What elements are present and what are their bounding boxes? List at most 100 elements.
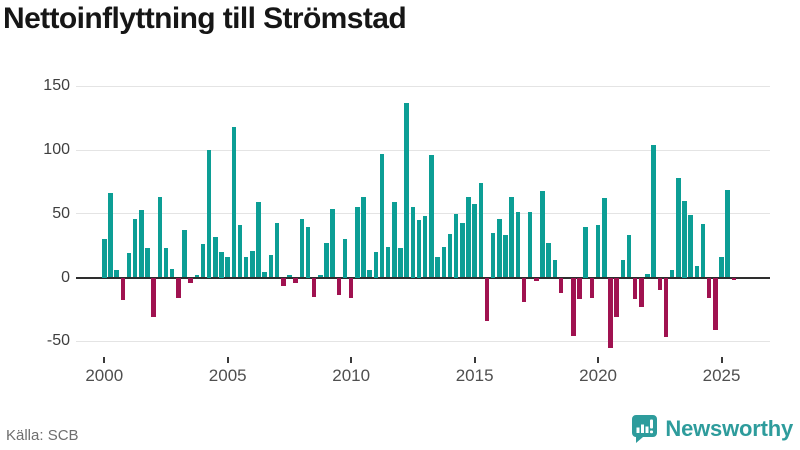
bar-2001-q3 xyxy=(139,209,144,278)
bar-2012-q2 xyxy=(404,102,409,278)
bar-2010-q3 xyxy=(361,197,366,278)
bar-2003-q2 xyxy=(182,230,187,278)
bar-2006-q3 xyxy=(262,272,267,278)
bar-2014-q4 xyxy=(466,197,471,278)
x-axis-tick-2020 xyxy=(597,357,600,363)
bar-2001-q1 xyxy=(126,253,132,278)
bar-2013-q4 xyxy=(441,246,446,278)
bar-2019-q3 xyxy=(583,226,588,278)
bar-2000-q3 xyxy=(114,269,119,278)
bar-2005-q1 xyxy=(225,257,230,278)
bar-2014-q3 xyxy=(460,222,465,278)
bar-2017-q1 xyxy=(521,277,527,302)
bar-2022-q4 xyxy=(663,277,669,338)
bar-2009-q1 xyxy=(324,243,329,278)
bar-2003-q4 xyxy=(194,274,200,278)
bar-2018-q3 xyxy=(558,277,564,293)
bar-2001-q4 xyxy=(145,248,150,278)
bar-2023-q1 xyxy=(669,269,675,278)
newsworthy-branding: Newsworthy xyxy=(630,414,793,443)
y-axis-label-50: 50 xyxy=(52,204,70,222)
bar-2005-q2 xyxy=(231,127,237,278)
bar-2017-q4 xyxy=(540,190,545,278)
bar-2000-q1 xyxy=(102,239,107,278)
bar-2021-q3 xyxy=(632,277,638,300)
bar-2003-q1 xyxy=(176,277,181,298)
bar-2022-q2 xyxy=(651,144,656,278)
x-axis-tick-2005 xyxy=(226,357,229,363)
bar-2007-q3 xyxy=(287,274,292,278)
bar-2021-q4 xyxy=(639,277,644,307)
bar-2005-q3 xyxy=(237,225,243,278)
bar-2019-q4 xyxy=(589,277,595,298)
x-axis-label-2020: 2020 xyxy=(579,366,617,385)
bar-2022-q3 xyxy=(657,277,663,291)
bar-2001-q2 xyxy=(132,218,138,278)
bar-2019-q2 xyxy=(577,277,582,300)
bar-2016-q4 xyxy=(515,212,521,278)
gridline-100 xyxy=(76,149,770,151)
bar-2008-q2 xyxy=(305,226,311,278)
bar-2023-q2 xyxy=(676,178,681,278)
bar-2003-q3 xyxy=(188,277,193,283)
y-axis-label-150: 150 xyxy=(43,77,70,95)
bar-2005-q4 xyxy=(243,257,249,278)
bar-2002-q2 xyxy=(157,197,163,278)
bar-2013-q2 xyxy=(429,155,434,278)
bar-2002-q1 xyxy=(151,277,156,318)
bar-2016-q2 xyxy=(503,235,508,278)
bar-2019-q1 xyxy=(571,277,576,337)
bar-2015-q2 xyxy=(478,183,484,278)
bar-2000-q2 xyxy=(108,193,113,278)
bar-2010-q2 xyxy=(355,207,360,278)
bar-2025-q3 xyxy=(731,277,737,281)
bar-2006-q4 xyxy=(268,254,274,278)
x-axis-label-2025: 2025 xyxy=(702,366,741,385)
x-axis-label-2010: 2010 xyxy=(332,366,371,385)
bar-2002-q3 xyxy=(163,248,169,278)
bar-2020-q1 xyxy=(595,225,601,278)
bar-2017-q2 xyxy=(527,212,533,278)
bar-2022-q1 xyxy=(645,273,650,278)
chart-title: Nettoinflyttning till Strömstad xyxy=(3,2,407,35)
bar-2020-q4 xyxy=(614,277,619,318)
bar-2021-q1 xyxy=(620,259,626,278)
gridline-50 xyxy=(76,213,770,215)
bar-2008-q1 xyxy=(299,218,305,278)
bar-2008-q4 xyxy=(318,274,323,278)
bar-2017-q3 xyxy=(534,277,539,282)
newsworthy-logo-icon xyxy=(630,414,658,443)
bar-2004-q2 xyxy=(206,150,212,278)
bar-2004-q1 xyxy=(200,244,206,278)
bar-2000-q4 xyxy=(120,277,126,301)
bar-2020-q3 xyxy=(608,277,613,348)
x-axis-label-2000: 2000 xyxy=(85,366,124,385)
bar-2025-q1 xyxy=(719,257,724,278)
bar-2018-q1 xyxy=(546,243,551,278)
x-axis-tick-2000 xyxy=(103,357,106,363)
bar-2024-q1 xyxy=(694,266,700,278)
bar-2015-q1 xyxy=(472,203,477,278)
x-axis-tick-2015 xyxy=(473,357,476,363)
bar-2012-q3 xyxy=(410,207,416,278)
bar-2011-q1 xyxy=(373,252,379,278)
bar-2016-q1 xyxy=(497,218,502,278)
bar-2004-q4 xyxy=(219,252,224,278)
bar-2008-q3 xyxy=(311,277,317,297)
bar-2018-q2 xyxy=(552,259,558,278)
bar-2023-q3 xyxy=(682,201,687,278)
bar-2010-q1 xyxy=(348,277,354,298)
y-axis-label--50: -50 xyxy=(46,332,70,350)
bar-2006-q2 xyxy=(256,202,261,278)
bar-2006-q1 xyxy=(250,250,255,278)
bar-2007-q4 xyxy=(293,277,298,283)
bar-2012-q4 xyxy=(416,220,422,278)
bar-2011-q3 xyxy=(385,246,391,278)
bar-2009-q3 xyxy=(336,277,342,296)
y-axis-label-0: 0 xyxy=(61,268,70,286)
bar-2015-q3 xyxy=(484,277,490,321)
bar-2024-q3 xyxy=(706,277,712,298)
bar-2014-q1 xyxy=(447,234,453,278)
bar-2004-q3 xyxy=(213,236,218,278)
